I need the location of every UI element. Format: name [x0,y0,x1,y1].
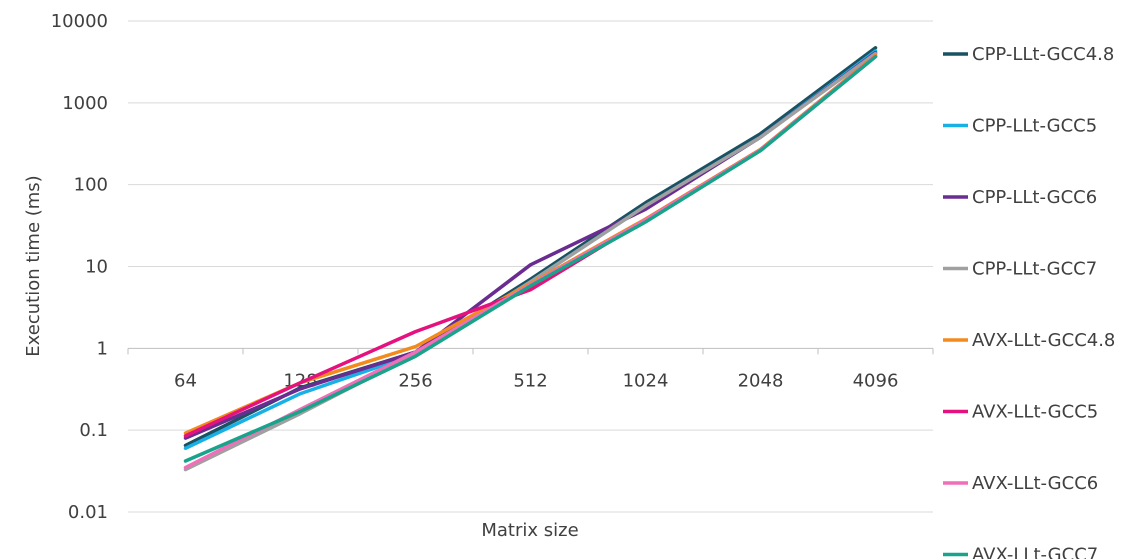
y-tick-label: 1000 [62,93,108,114]
legend-label: AVX-LLt-GCC5 [972,402,1098,423]
y-tick-label: 0.01 [68,502,108,523]
y-tick-label: 0.1 [79,420,108,441]
legend: CPP-LLt-GCC4.8 CPP-LLt-GCC5 CPP-LLt-GCC6 CP… [943,44,1115,559]
y-tick-label: 10000 [51,11,108,32]
series-line [183,51,878,472]
legend-label: CPP-LLt-GCC5 [972,116,1097,137]
legend-label: CPP-LLt-GCC7 [972,259,1097,280]
x-axis-label: Matrix size [481,520,578,541]
x-tick-label: 256 [398,370,432,391]
x-tick-label: 512 [513,370,547,391]
x-tick-label: 1024 [623,370,669,391]
x-axis: 64 128 256 512 1024 2048 4096 [127,347,934,391]
legend-label: AVX-LLt-GCC4.8 [972,330,1115,351]
y-tick-label: 1 [97,338,108,359]
x-tick-label: 64 [174,370,197,391]
legend-label: AVX-LLt-GCC6 [972,473,1098,494]
x-tick-label: 2048 [738,370,784,391]
y-tick-label: 100 [74,175,108,196]
series-line [183,54,878,470]
legend-label: AVX-LLt-GCC7 [972,545,1098,559]
series-lines [183,46,878,472]
legend-label: CPP-LLt-GCC6 [972,187,1097,208]
legend-label: CPP-LLt-GCC4.8 [972,44,1114,65]
series-line [183,55,878,463]
x-tick-label: 4096 [853,370,899,391]
y-axis-ticks: 0.01 0.1 1 10 100 1000 10000 [51,11,108,523]
y-axis-label: Execution time (ms) [23,175,44,356]
y-tick-label: 10 [85,257,108,278]
